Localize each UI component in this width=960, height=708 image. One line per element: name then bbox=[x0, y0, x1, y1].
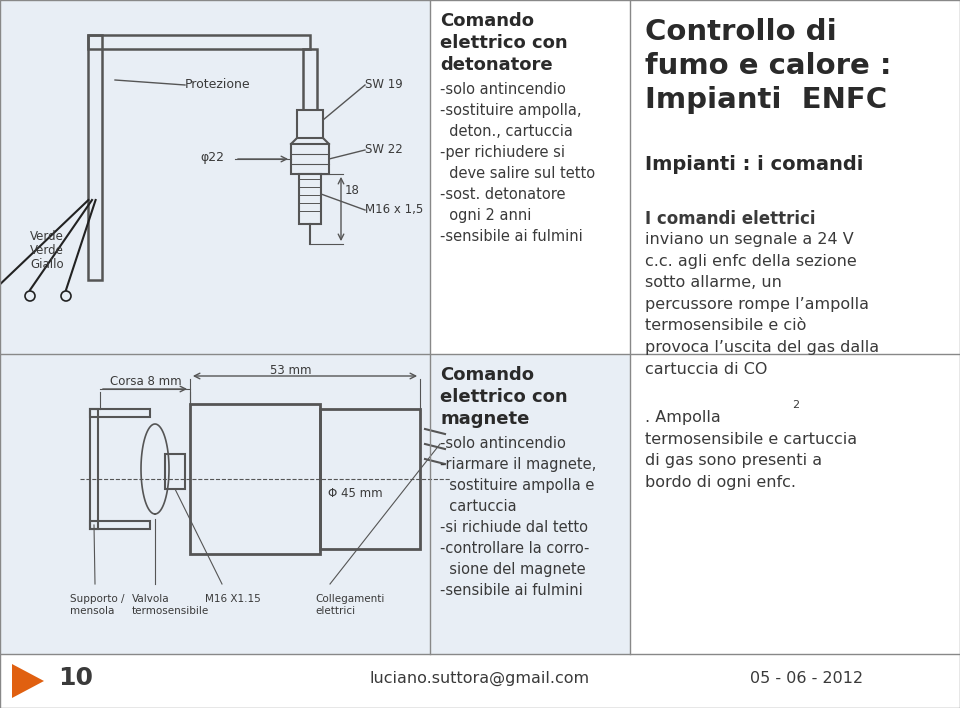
Text: Corsa 8 mm: Corsa 8 mm bbox=[110, 375, 181, 388]
Text: -solo antincendio
-sostituire ampolla,
  deton., cartuccia
-per richiudere si
  : -solo antincendio -sostituire ampolla, d… bbox=[440, 82, 595, 244]
Text: Supporto /
mensola: Supporto / mensola bbox=[70, 594, 125, 617]
Bar bbox=[190, 404, 320, 554]
Text: Impianti  ENFC: Impianti ENFC bbox=[645, 86, 887, 114]
Bar bbox=[291, 144, 329, 174]
Bar bbox=[430, 354, 630, 654]
Bar bbox=[88, 35, 102, 280]
Bar bbox=[0, 654, 960, 708]
Text: Comando
elettrico con
detonatore: Comando elettrico con detonatore bbox=[440, 12, 567, 74]
Bar bbox=[0, 0, 430, 354]
Text: 10: 10 bbox=[58, 666, 93, 690]
Text: M16 x 1,5: M16 x 1,5 bbox=[365, 203, 423, 216]
Text: SW 22: SW 22 bbox=[365, 143, 403, 156]
Text: Verde: Verde bbox=[30, 244, 64, 257]
Bar bbox=[165, 454, 185, 489]
Bar bbox=[299, 174, 321, 224]
Bar bbox=[0, 354, 430, 654]
Bar bbox=[297, 110, 323, 138]
Text: inviano un segnale a 24 V
c.c. agli enfc della sezione
sotto allarme, un
percuss: inviano un segnale a 24 V c.c. agli enfc… bbox=[645, 232, 879, 377]
Text: Verde: Verde bbox=[30, 230, 64, 243]
Bar bbox=[90, 409, 98, 529]
Bar bbox=[90, 521, 150, 529]
Text: . Ampolla
termosensibile e cartuccia
di gas sono presenti a
bordo di ogni enfc.: . Ampolla termosensibile e cartuccia di … bbox=[645, 410, 857, 490]
Bar bbox=[630, 0, 960, 654]
Polygon shape bbox=[12, 664, 44, 698]
Text: Collegamenti
elettrici: Collegamenti elettrici bbox=[315, 594, 384, 617]
Text: SW 19: SW 19 bbox=[365, 78, 403, 91]
Text: -solo antincendio
-riarmare il magnete,
  sostituire ampolla e
  cartuccia
-si r: -solo antincendio -riarmare il magnete, … bbox=[440, 436, 596, 598]
Text: 05 - 06 - 2012: 05 - 06 - 2012 bbox=[750, 671, 863, 686]
Text: fumo e calore :: fumo e calore : bbox=[645, 52, 892, 80]
Text: Controllo di: Controllo di bbox=[645, 18, 837, 46]
Text: Comando
elettrico con
magnete: Comando elettrico con magnete bbox=[440, 366, 567, 428]
Text: luciano.suttora@gmail.com: luciano.suttora@gmail.com bbox=[370, 671, 590, 686]
Bar bbox=[90, 409, 150, 417]
Bar bbox=[320, 409, 420, 549]
Text: 2: 2 bbox=[792, 400, 799, 410]
Bar bbox=[430, 0, 630, 354]
Text: 53 mm: 53 mm bbox=[270, 364, 311, 377]
Text: Protezione: Protezione bbox=[185, 78, 251, 91]
Text: Impianti : i comandi: Impianti : i comandi bbox=[645, 155, 863, 174]
Text: Valvola
termosensibile: Valvola termosensibile bbox=[132, 594, 209, 617]
Text: φ22: φ22 bbox=[200, 151, 224, 164]
Text: Φ 45 mm: Φ 45 mm bbox=[328, 487, 383, 500]
Bar bbox=[88, 35, 310, 49]
Text: M16 X1.15: M16 X1.15 bbox=[205, 594, 261, 604]
Text: I comandi elettrici: I comandi elettrici bbox=[645, 210, 815, 228]
Text: 18: 18 bbox=[345, 184, 360, 197]
Bar bbox=[303, 49, 317, 110]
Text: Giallo: Giallo bbox=[30, 258, 63, 271]
